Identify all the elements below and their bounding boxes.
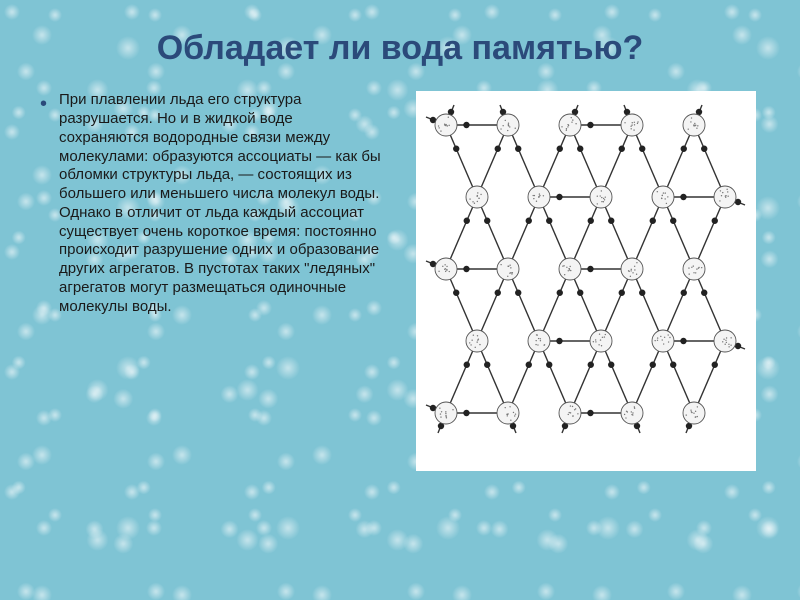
body-paragraph: При плавлении льда его структура разруша… [59, 91, 386, 316]
figure-column [406, 91, 766, 471]
bullet-icon: • [40, 93, 47, 116]
text-column: • При плавлении льда его структура разру… [40, 91, 386, 316]
ice-lattice-diagram [416, 91, 756, 471]
slide-title: Обладает ли вода памятью? [40, 30, 760, 67]
content-row: • При плавлении льда его структура разру… [40, 91, 760, 471]
slide: Обладает ли вода памятью? • При плавлени… [0, 0, 800, 600]
